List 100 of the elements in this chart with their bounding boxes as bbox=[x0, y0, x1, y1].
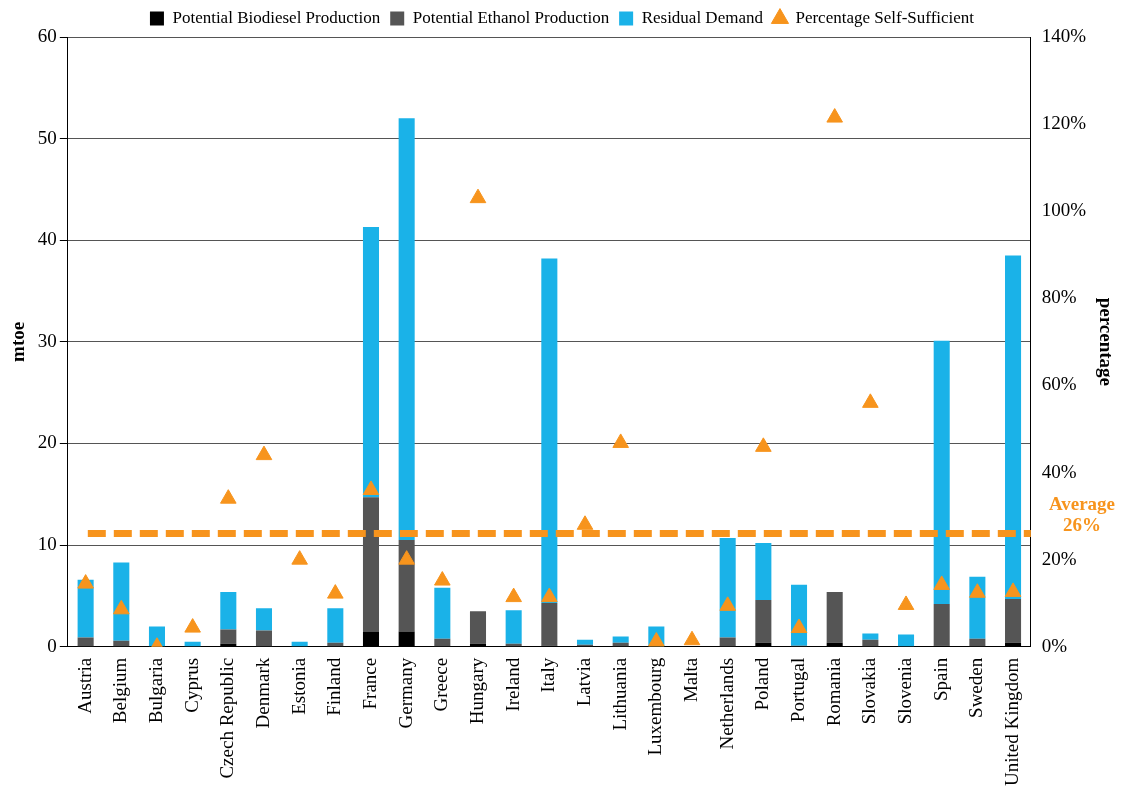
point bbox=[291, 550, 308, 565]
point bbox=[505, 587, 522, 603]
y2-tick-label: 140% bbox=[1041, 24, 1087, 46]
x-tick-label: Italy bbox=[537, 657, 559, 693]
point bbox=[398, 550, 415, 565]
bar bbox=[898, 634, 915, 647]
point bbox=[755, 437, 772, 452]
ref-line-label: Average 26% bbox=[1048, 493, 1116, 536]
point bbox=[434, 571, 451, 586]
x-tick-label: Poland bbox=[751, 657, 773, 711]
y-axis-title: mtoe bbox=[7, 321, 29, 362]
point bbox=[862, 393, 879, 408]
bar bbox=[862, 639, 879, 647]
legend-label: Potential Biodiesel Production bbox=[172, 7, 381, 27]
y2-tick-label: 120% bbox=[1041, 112, 1087, 134]
y-tick-label: 50 bbox=[37, 126, 57, 148]
bar bbox=[576, 639, 594, 645]
x-tick-label: Latvia bbox=[572, 657, 594, 707]
point bbox=[576, 515, 594, 530]
y-tick-label: 30 bbox=[37, 329, 57, 351]
y-tick-label: 20 bbox=[37, 431, 57, 453]
x-tick-label: France bbox=[358, 657, 380, 710]
x-tick-label: Bulgaria bbox=[144, 657, 166, 724]
legend-label: Residual Demand bbox=[641, 7, 764, 27]
point bbox=[362, 480, 380, 495]
y2-tick-label: 80% bbox=[1041, 286, 1077, 308]
point bbox=[897, 595, 915, 610]
bar bbox=[755, 543, 772, 601]
y2-tick-label: 0% bbox=[1041, 634, 1068, 656]
bar bbox=[1005, 255, 1022, 599]
bar bbox=[1005, 599, 1022, 643]
bar bbox=[862, 633, 879, 640]
point bbox=[255, 445, 273, 461]
x-tick-label: Netherlands bbox=[715, 657, 737, 750]
bar bbox=[398, 118, 415, 541]
point bbox=[220, 489, 237, 504]
y2-tick-label: 20% bbox=[1041, 547, 1077, 569]
point bbox=[933, 575, 950, 590]
point bbox=[826, 108, 843, 123]
x-tick-label: United Kingdom bbox=[1001, 657, 1023, 787]
bar bbox=[434, 638, 451, 647]
bar bbox=[469, 611, 487, 644]
bar bbox=[969, 638, 986, 647]
bar bbox=[255, 630, 273, 647]
x-tick-label: Spain bbox=[929, 657, 951, 702]
y-tick-label: 0 bbox=[47, 634, 57, 656]
point bbox=[969, 583, 986, 598]
bar bbox=[541, 603, 558, 646]
y2-axis-title: percentage bbox=[1095, 297, 1117, 387]
bar bbox=[255, 608, 273, 631]
x-tick-label: Malta bbox=[680, 657, 701, 703]
x-tick-label: Ireland bbox=[501, 657, 523, 712]
bar bbox=[612, 636, 629, 643]
bar bbox=[434, 587, 451, 639]
bar bbox=[327, 608, 344, 643]
bar bbox=[541, 258, 558, 604]
bar bbox=[505, 610, 522, 644]
x-tick-label: Czech Republic bbox=[216, 657, 238, 779]
x-tick-label: Greece bbox=[430, 657, 452, 712]
x-tick-label: Belgium bbox=[109, 657, 131, 724]
point bbox=[683, 630, 701, 646]
x-tick-label: Romania bbox=[822, 657, 844, 727]
bar bbox=[113, 562, 130, 641]
point bbox=[541, 587, 558, 603]
bar bbox=[220, 591, 237, 630]
point bbox=[648, 632, 665, 647]
point bbox=[1004, 582, 1022, 597]
bar bbox=[362, 227, 380, 498]
bar bbox=[77, 637, 94, 647]
legend-label: Percentage Self-Sufficient bbox=[795, 7, 975, 27]
y2-tick-label: 100% bbox=[1041, 199, 1087, 221]
x-tick-label: Estonia bbox=[287, 657, 309, 715]
y2-tick-label: 60% bbox=[1041, 373, 1077, 395]
x-tick-label: Lithuania bbox=[608, 657, 630, 731]
point bbox=[719, 596, 736, 611]
point bbox=[113, 599, 130, 615]
y2-tick-label: 40% bbox=[1041, 460, 1077, 482]
y-tick-label: 40 bbox=[37, 228, 57, 250]
bar bbox=[826, 591, 843, 643]
point bbox=[77, 574, 94, 589]
bar bbox=[933, 604, 950, 646]
x-tick-label: Sweden bbox=[965, 657, 987, 718]
bar bbox=[719, 538, 736, 638]
x-tick-label: Luxembourg bbox=[644, 657, 666, 756]
x-tick-label: Slovakia bbox=[858, 657, 880, 725]
x-tick-label: Slovenia bbox=[894, 657, 916, 725]
point bbox=[612, 433, 629, 448]
bar bbox=[933, 340, 950, 605]
x-tick-label: Portugal bbox=[787, 657, 809, 723]
x-tick-label: Germany bbox=[394, 657, 416, 729]
point bbox=[790, 618, 808, 634]
bar bbox=[755, 600, 772, 643]
x-tick-label: Hungary bbox=[465, 657, 487, 725]
legend-label: Potential Ethanol Production bbox=[412, 7, 610, 27]
x-tick-label: Denmark bbox=[251, 657, 273, 729]
x-tick-label: Austria bbox=[73, 657, 95, 714]
y-tick-label: 10 bbox=[37, 533, 57, 555]
bar bbox=[220, 629, 237, 644]
bar bbox=[719, 637, 736, 647]
point bbox=[184, 618, 201, 633]
